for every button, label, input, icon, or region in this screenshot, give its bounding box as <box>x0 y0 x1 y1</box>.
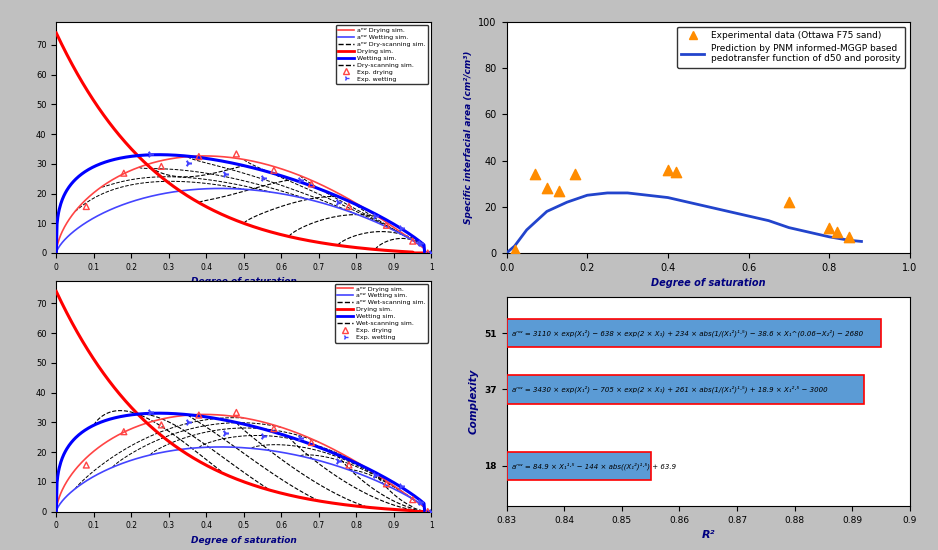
Point <box>180 417 195 426</box>
Point <box>394 482 409 491</box>
Point <box>218 428 233 437</box>
Experimental data (Ottawa F75 sand) <box>507 245 522 254</box>
Prediction by PNM informed-MGGP based
pedotransfer function of d50 and porosity <box>561 199 572 206</box>
Experimental data (Ottawa F75 sand) <box>842 233 857 241</box>
Experimental data (Ottawa F75 sand) <box>830 228 845 236</box>
Y-axis label: Complexity: Complexity <box>469 369 478 434</box>
Bar <box>507 452 651 480</box>
Text: aⁿʷ = 84.9 × X₁¹·⁵ − 144 × abs((X₁²)¹·⁵) + 63.9: aⁿʷ = 84.9 × X₁¹·⁵ − 144 × abs((X₁²)¹·⁵)… <box>512 462 676 470</box>
Legend: aⁿʷ Drying sim., aⁿʷ Wetting sim., aⁿʷ Wet-scanning sim., Drying sim., Wetting s: aⁿʷ Drying sim., aⁿʷ Wetting sim., aⁿʷ W… <box>335 284 429 343</box>
Prediction by PNM informed-MGGP based
pedotransfer function of d50 and porosity <box>703 204 714 210</box>
Point <box>255 174 270 183</box>
Point <box>405 236 420 245</box>
Point <box>420 507 435 516</box>
Point <box>413 239 428 248</box>
Point <box>229 150 244 158</box>
Point <box>191 411 206 420</box>
Point <box>330 456 345 465</box>
Experimental data (Ottawa F75 sand) <box>552 186 567 195</box>
X-axis label: R²: R² <box>702 530 715 540</box>
Experimental data (Ottawa F75 sand) <box>781 198 796 207</box>
Point <box>420 249 435 257</box>
Point <box>266 166 281 174</box>
Prediction by PNM informed-MGGP based
pedotransfer function of d50 and porosity <box>723 208 734 214</box>
Bar <box>507 319 881 347</box>
Point <box>330 198 345 207</box>
Point <box>255 432 270 441</box>
Bar <box>507 375 864 404</box>
Point <box>143 150 158 158</box>
X-axis label: Degree of saturation: Degree of saturation <box>191 536 296 545</box>
Point <box>413 498 428 507</box>
Experimental data (Ottawa F75 sand) <box>669 168 684 177</box>
Prediction by PNM informed-MGGP based
pedotransfer function of d50 and porosity <box>541 208 552 214</box>
Point <box>424 507 439 516</box>
Point <box>180 159 195 168</box>
Point <box>304 438 319 447</box>
Prediction by PNM informed-MGGP based
pedotransfer function of d50 and porosity <box>622 190 633 196</box>
Point <box>154 162 169 171</box>
Point <box>293 175 308 184</box>
Point <box>394 223 409 232</box>
Legend: Experimental data (Ottawa F75 sand), Prediction by PNM informed-MGGP based
pedot: Experimental data (Ottawa F75 sand), Pre… <box>677 26 905 68</box>
Text: aⁿʷ = 3430 × exp(X₁²) − 705 × exp(2 × X₁) + 261 × abs(1/(X₁²)¹·⁵) + 18.9 × X₁²·⁵: aⁿʷ = 3430 × exp(X₁²) − 705 × exp(2 × X₁… <box>512 386 828 393</box>
Prediction by PNM informed-MGGP based
pedotransfer function of d50 and porosity <box>783 224 794 231</box>
Line: Prediction by PNM informed-MGGP based
pedotransfer function of d50 and porosity: Prediction by PNM informed-MGGP based pe… <box>507 193 861 253</box>
Prediction by PNM informed-MGGP based
pedotransfer function of d50 and porosity <box>509 243 521 249</box>
Point <box>79 460 94 469</box>
Prediction by PNM informed-MGGP based
pedotransfer function of d50 and porosity <box>662 194 673 201</box>
Point <box>293 434 308 443</box>
Y-axis label: Specific interfacial area (cm²/cm³): Specific interfacial area (cm²/cm³) <box>464 51 473 224</box>
Point <box>218 170 233 179</box>
Experimental data (Ottawa F75 sand) <box>660 166 675 174</box>
Prediction by PNM informed-MGGP based
pedotransfer function of d50 and porosity <box>682 199 693 206</box>
Prediction by PNM informed-MGGP based
pedotransfer function of d50 and porosity <box>803 229 814 235</box>
Point <box>154 421 169 430</box>
Prediction by PNM informed-MGGP based
pedotransfer function of d50 and porosity <box>855 238 867 245</box>
Point <box>424 249 439 257</box>
Prediction by PNM informed-MGGP based
pedotransfer function of d50 and porosity <box>582 192 593 199</box>
Prediction by PNM informed-MGGP based
pedotransfer function of d50 and porosity <box>844 237 855 244</box>
Point <box>368 212 383 221</box>
Point <box>405 495 420 504</box>
Prediction by PNM informed-MGGP based
pedotransfer function of d50 and porosity <box>602 190 613 196</box>
Prediction by PNM informed-MGGP based
pedotransfer function of d50 and porosity <box>824 234 835 240</box>
Point <box>143 408 158 417</box>
Point <box>341 460 356 469</box>
Prediction by PNM informed-MGGP based
pedotransfer function of d50 and porosity <box>764 217 775 224</box>
Experimental data (Ottawa F75 sand) <box>567 170 582 179</box>
Prediction by PNM informed-MGGP based
pedotransfer function of d50 and porosity <box>743 213 754 219</box>
Experimental data (Ottawa F75 sand) <box>527 170 542 179</box>
Experimental data (Ottawa F75 sand) <box>539 184 554 192</box>
Legend: aⁿʷ Drying sim., aⁿʷ Wetting sim., aⁿʷ Dry-scanning sim., Drying sim., Wetting s: aⁿʷ Drying sim., aⁿʷ Wetting sim., aⁿʷ D… <box>336 25 429 84</box>
Point <box>191 152 206 161</box>
Point <box>116 427 131 436</box>
Point <box>379 480 394 488</box>
Point <box>304 179 319 188</box>
Point <box>266 424 281 433</box>
Point <box>368 470 383 479</box>
X-axis label: Degree of saturation: Degree of saturation <box>651 278 765 288</box>
Point <box>116 169 131 178</box>
Point <box>79 202 94 211</box>
Prediction by PNM informed-MGGP based
pedotransfer function of d50 and porosity <box>642 192 653 199</box>
Point <box>379 221 394 230</box>
Point <box>229 408 244 417</box>
Prediction by PNM informed-MGGP based
pedotransfer function of d50 and porosity <box>522 227 533 233</box>
Point <box>341 202 356 211</box>
Prediction by PNM informed-MGGP based
pedotransfer function of d50 and porosity <box>501 250 512 256</box>
Experimental data (Ottawa F75 sand) <box>822 223 837 232</box>
X-axis label: Degree of saturation: Degree of saturation <box>191 277 296 287</box>
Text: aⁿʷ = 3110 × exp(X₁²) − 638 × exp(2 × X₁) + 234 × abs(1/(X₁²)¹·⁵) − 38.6 × X₁^(0: aⁿʷ = 3110 × exp(X₁²) − 638 × exp(2 × X₁… <box>512 329 863 337</box>
